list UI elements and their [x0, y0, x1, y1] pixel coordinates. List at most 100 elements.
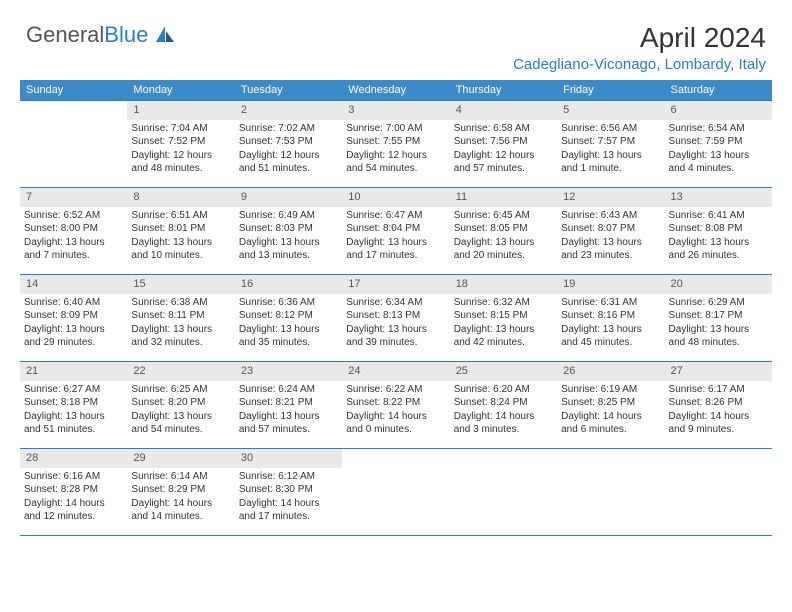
sunrise-text: Sunrise: 6:43 AM	[561, 209, 660, 223]
day-details: Sunrise: 7:00 AMSunset: 7:55 PMDaylight:…	[342, 120, 449, 180]
day-details: Sunrise: 6:17 AMSunset: 8:26 PMDaylight:…	[665, 381, 772, 441]
calendar-day-cell: 26Sunrise: 6:19 AMSunset: 8:25 PMDayligh…	[557, 362, 664, 449]
sunset-text: Sunset: 8:28 PM	[24, 483, 123, 497]
sunset-text: Sunset: 7:55 PM	[346, 135, 445, 149]
day-number: 15	[127, 275, 234, 294]
sunrise-text: Sunrise: 6:22 AM	[346, 383, 445, 397]
logo-text-gray: General	[26, 22, 104, 47]
daylight-text: Daylight: 13 hours and 29 minutes.	[24, 323, 123, 350]
sunset-text: Sunset: 8:16 PM	[561, 309, 660, 323]
weekday-header: Sunday	[20, 80, 127, 101]
sunset-text: Sunset: 8:24 PM	[454, 396, 553, 410]
day-number: 22	[127, 362, 234, 381]
sunrise-text: Sunrise: 6:31 AM	[561, 296, 660, 310]
calendar-day-cell: 6Sunrise: 6:54 AMSunset: 7:59 PMDaylight…	[665, 101, 772, 188]
calendar-day-cell: 10Sunrise: 6:47 AMSunset: 8:04 PMDayligh…	[342, 188, 449, 275]
sunset-text: Sunset: 8:08 PM	[669, 222, 768, 236]
day-details: Sunrise: 6:20 AMSunset: 8:24 PMDaylight:…	[450, 381, 557, 441]
sunset-text: Sunset: 8:04 PM	[346, 222, 445, 236]
sunset-text: Sunset: 8:11 PM	[131, 309, 230, 323]
day-details: Sunrise: 6:31 AMSunset: 8:16 PMDaylight:…	[557, 294, 664, 354]
calendar-day-cell: 19Sunrise: 6:31 AMSunset: 8:16 PMDayligh…	[557, 275, 664, 362]
calendar-day-cell: 16Sunrise: 6:36 AMSunset: 8:12 PMDayligh…	[235, 275, 342, 362]
day-number: 14	[20, 275, 127, 294]
calendar-day-cell: 17Sunrise: 6:34 AMSunset: 8:13 PMDayligh…	[342, 275, 449, 362]
calendar-day-cell: 9Sunrise: 6:49 AMSunset: 8:03 PMDaylight…	[235, 188, 342, 275]
sunrise-text: Sunrise: 6:40 AM	[24, 296, 123, 310]
sunrise-text: Sunrise: 6:27 AM	[24, 383, 123, 397]
daylight-text: Daylight: 12 hours and 48 minutes.	[131, 149, 230, 176]
sunrise-text: Sunrise: 6:54 AM	[669, 122, 768, 136]
calendar-day-cell: 28Sunrise: 6:16 AMSunset: 8:28 PMDayligh…	[20, 449, 127, 536]
calendar-day-cell: 20Sunrise: 6:29 AMSunset: 8:17 PMDayligh…	[665, 275, 772, 362]
day-number: 20	[665, 275, 772, 294]
calendar-day-cell: 21Sunrise: 6:27 AMSunset: 8:18 PMDayligh…	[20, 362, 127, 449]
sunrise-text: Sunrise: 6:17 AM	[669, 383, 768, 397]
day-details: Sunrise: 6:52 AMSunset: 8:00 PMDaylight:…	[20, 207, 127, 267]
sunset-text: Sunset: 8:00 PM	[24, 222, 123, 236]
day-number: 8	[127, 188, 234, 207]
day-details: Sunrise: 6:54 AMSunset: 7:59 PMDaylight:…	[665, 120, 772, 180]
calendar-week-row: 1Sunrise: 7:04 AMSunset: 7:52 PMDaylight…	[20, 101, 772, 188]
weekday-header: Monday	[127, 80, 234, 101]
day-details: Sunrise: 6:47 AMSunset: 8:04 PMDaylight:…	[342, 207, 449, 267]
day-details: Sunrise: 6:32 AMSunset: 8:15 PMDaylight:…	[450, 294, 557, 354]
daylight-text: Daylight: 14 hours and 9 minutes.	[669, 410, 768, 437]
day-number: 6	[665, 101, 772, 120]
sunrise-text: Sunrise: 6:25 AM	[131, 383, 230, 397]
weekday-header: Thursday	[450, 80, 557, 101]
day-number: 27	[665, 362, 772, 381]
weekday-header: Wednesday	[342, 80, 449, 101]
calendar-day-cell: 23Sunrise: 6:24 AMSunset: 8:21 PMDayligh…	[235, 362, 342, 449]
sunrise-text: Sunrise: 6:52 AM	[24, 209, 123, 223]
day-number: 13	[665, 188, 772, 207]
day-details: Sunrise: 6:22 AMSunset: 8:22 PMDaylight:…	[342, 381, 449, 441]
sunset-text: Sunset: 8:22 PM	[346, 396, 445, 410]
calendar-day-cell: 15Sunrise: 6:38 AMSunset: 8:11 PMDayligh…	[127, 275, 234, 362]
day-details: Sunrise: 6:45 AMSunset: 8:05 PMDaylight:…	[450, 207, 557, 267]
day-number: 24	[342, 362, 449, 381]
daylight-text: Daylight: 14 hours and 17 minutes.	[239, 497, 338, 524]
calendar-day-cell	[557, 449, 664, 536]
logo: GeneralBlue	[26, 22, 174, 48]
daylight-text: Daylight: 13 hours and 10 minutes.	[131, 236, 230, 263]
weekday-header: Friday	[557, 80, 664, 101]
sunrise-text: Sunrise: 6:51 AM	[131, 209, 230, 223]
sunset-text: Sunset: 8:05 PM	[454, 222, 553, 236]
calendar-week-row: 28Sunrise: 6:16 AMSunset: 8:28 PMDayligh…	[20, 449, 772, 536]
sunset-text: Sunset: 8:12 PM	[239, 309, 338, 323]
day-number: 23	[235, 362, 342, 381]
sunset-text: Sunset: 8:13 PM	[346, 309, 445, 323]
calendar-day-cell: 13Sunrise: 6:41 AMSunset: 8:08 PMDayligh…	[665, 188, 772, 275]
sunset-text: Sunset: 7:56 PM	[454, 135, 553, 149]
calendar-day-cell	[665, 449, 772, 536]
day-number: 16	[235, 275, 342, 294]
day-number: 5	[557, 101, 664, 120]
daylight-text: Daylight: 14 hours and 12 minutes.	[24, 497, 123, 524]
calendar-day-cell	[450, 449, 557, 536]
sunrise-text: Sunrise: 7:02 AM	[239, 122, 338, 136]
day-number: 3	[342, 101, 449, 120]
day-details: Sunrise: 6:12 AMSunset: 8:30 PMDaylight:…	[235, 468, 342, 528]
sunset-text: Sunset: 8:25 PM	[561, 396, 660, 410]
day-details: Sunrise: 6:40 AMSunset: 8:09 PMDaylight:…	[20, 294, 127, 354]
calendar-week-row: 21Sunrise: 6:27 AMSunset: 8:18 PMDayligh…	[20, 362, 772, 449]
day-details: Sunrise: 6:25 AMSunset: 8:20 PMDaylight:…	[127, 381, 234, 441]
calendar-header-row: SundayMondayTuesdayWednesdayThursdayFrid…	[20, 80, 772, 101]
sunset-text: Sunset: 8:20 PM	[131, 396, 230, 410]
day-number: 19	[557, 275, 664, 294]
day-details: Sunrise: 6:24 AMSunset: 8:21 PMDaylight:…	[235, 381, 342, 441]
calendar-week-row: 7Sunrise: 6:52 AMSunset: 8:00 PMDaylight…	[20, 188, 772, 275]
day-details: Sunrise: 6:19 AMSunset: 8:25 PMDaylight:…	[557, 381, 664, 441]
day-number: 2	[235, 101, 342, 120]
day-number: 28	[20, 449, 127, 468]
day-number: 1	[127, 101, 234, 120]
calendar-day-cell: 7Sunrise: 6:52 AMSunset: 8:00 PMDaylight…	[20, 188, 127, 275]
location-subtitle: Cadegliano-Viconago, Lombardy, Italy	[513, 56, 766, 73]
sunrise-text: Sunrise: 7:04 AM	[131, 122, 230, 136]
daylight-text: Daylight: 13 hours and 39 minutes.	[346, 323, 445, 350]
day-number: 9	[235, 188, 342, 207]
page-title: April 2024	[640, 22, 766, 54]
daylight-text: Daylight: 13 hours and 20 minutes.	[454, 236, 553, 263]
sunrise-text: Sunrise: 6:19 AM	[561, 383, 660, 397]
